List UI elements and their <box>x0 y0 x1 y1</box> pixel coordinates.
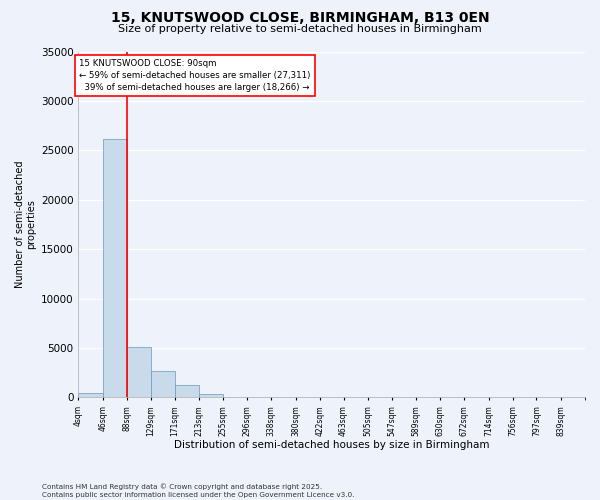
Text: Contains HM Land Registry data © Crown copyright and database right 2025.
Contai: Contains HM Land Registry data © Crown c… <box>42 484 355 498</box>
Bar <box>127 347 151 398</box>
Text: 15, KNUTSWOOD CLOSE, BIRMINGHAM, B13 0EN: 15, KNUTSWOOD CLOSE, BIRMINGHAM, B13 0EN <box>110 12 490 26</box>
Bar <box>103 140 127 398</box>
Bar <box>151 370 175 398</box>
Bar <box>79 392 103 398</box>
Y-axis label: Number of semi-detached
properties: Number of semi-detached properties <box>15 160 37 288</box>
Bar <box>175 386 199 398</box>
Bar <box>223 396 247 398</box>
Text: Size of property relative to semi-detached houses in Birmingham: Size of property relative to semi-detach… <box>118 24 482 34</box>
Bar <box>199 394 223 398</box>
Text: 15 KNUTSWOOD CLOSE: 90sqm
← 59% of semi-detached houses are smaller (27,311)
  3: 15 KNUTSWOOD CLOSE: 90sqm ← 59% of semi-… <box>79 60 310 92</box>
X-axis label: Distribution of semi-detached houses by size in Birmingham: Distribution of semi-detached houses by … <box>174 440 490 450</box>
